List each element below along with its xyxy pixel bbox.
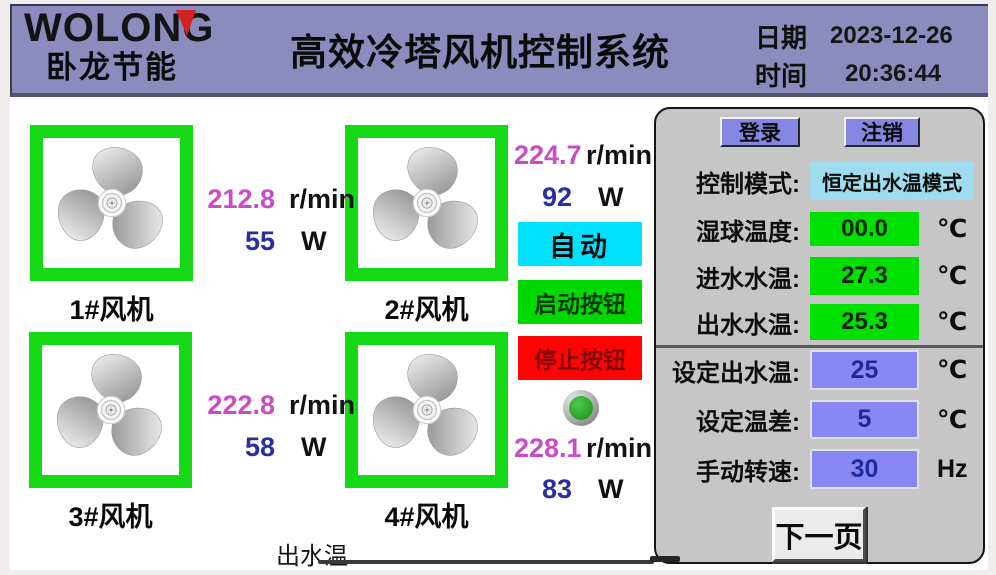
celsius-unit: ℃: [937, 308, 968, 336]
fan-4-image: [345, 332, 508, 488]
wet-bulb-temp-value: 00.0: [810, 212, 919, 246]
time-label: 时间: [755, 61, 808, 91]
logout-button[interactable]: 注销: [844, 117, 920, 147]
power-value: 58: [244, 432, 275, 462]
power-value: 55: [244, 226, 275, 256]
start-button[interactable]: 启动按钮: [518, 280, 642, 324]
hz-unit: Hz: [937, 454, 968, 483]
celsius-unit: ℃: [937, 405, 968, 434]
fan-1-speed: 212.8 r/min: [203, 184, 355, 215]
fan-blade-icon: [49, 143, 175, 263]
login-button[interactable]: 登录: [720, 117, 800, 147]
wet-bulb-temp-label: 湿球温度:: [696, 218, 800, 246]
fan-2-image: [345, 125, 508, 281]
fan-blade-icon: [364, 143, 490, 263]
speed-value: 228.1: [514, 433, 582, 463]
fan-blade-icon: [364, 350, 490, 470]
manual-speed-label: 手动转速:: [696, 458, 800, 486]
speed-value: 222.8: [207, 390, 275, 420]
power-value: 92: [541, 182, 572, 212]
fan-4-speed: 228.1 r/min: [514, 433, 652, 464]
inlet-water-temp-row: 进水水温: 27.3 ℃: [656, 257, 983, 295]
set-temp-diff-label: 设定温差:: [696, 409, 800, 436]
outlet-water-temp-row: 出水水温: 25.3 ℃: [656, 304, 983, 340]
fan-2-speed: 224.7 r/min: [514, 140, 652, 171]
speed-unit: r/min: [586, 140, 653, 170]
page-title: 高效冷塔风机控制系统: [290, 32, 670, 73]
run-indicator-lamp: [563, 390, 599, 426]
lamp-green-core: [569, 396, 593, 420]
outlet-partial-label: 出水温: [276, 543, 348, 570]
speed-value: 212.8: [207, 184, 275, 214]
celsius-unit: ℃: [937, 262, 968, 290]
logo-text: WOLONG: [24, 6, 215, 50]
fan-3-speed: 222.8 r/min: [203, 390, 355, 421]
settings-panel: 登录 注销 控制模式: 恒定出水温模式 湿球温度: 00.0 ℃ 进水水温: 2…: [654, 107, 985, 564]
fan-2-label: 2#风机: [384, 295, 469, 325]
speed-value: 224.7: [514, 140, 582, 170]
manual-speed-input[interactable]: 30: [810, 449, 919, 489]
time-value: 20:36:44: [845, 60, 942, 87]
set-outlet-temp-label: 设定出水温:: [672, 359, 800, 387]
manual-speed-row: 手动转速: 30 Hz: [656, 449, 983, 489]
set-temp-diff-row: 设定温差: 5 ℃: [656, 400, 983, 439]
speed-unit: r/min: [289, 184, 356, 214]
fan-3-power: 58 W: [203, 432, 327, 463]
logo-subtitle: 卧龙节能: [46, 50, 178, 85]
celsius-unit: ℃: [937, 356, 968, 384]
power-unit: W: [301, 226, 327, 256]
power-unit: W: [598, 182, 624, 212]
date-label: 日期: [755, 23, 808, 53]
set-outlet-temp-input[interactable]: 25: [810, 350, 919, 390]
fan-3-image: [29, 332, 192, 488]
outlet-water-temp-label: 出水水温:: [696, 311, 800, 339]
next-page-button[interactable]: 下一页: [772, 507, 866, 562]
fan-blade-icon: [48, 350, 174, 470]
fan-1-image: [30, 125, 193, 281]
control-mode-row: 控制模式: 恒定出水温模式: [656, 162, 983, 200]
underline-rule: [318, 560, 654, 564]
fan-4-label: 4#风机: [384, 502, 469, 532]
wet-bulb-temp-row: 湿球温度: 00.0 ℃: [656, 212, 983, 246]
fan-2-power: 92 W: [514, 182, 624, 213]
underline-rule-end: [650, 556, 680, 562]
control-mode-label: 控制模式:: [696, 170, 800, 198]
set-outlet-temp-row: 设定出水温: 25 ℃: [656, 350, 983, 390]
header-bar: WOLONG 卧龙节能 高效冷塔风机控制系统 日期 2023-12-26 时间 …: [10, 4, 988, 97]
wolong-logo: WOLONG 卧龙节能: [24, 6, 264, 96]
speed-unit: r/min: [586, 433, 653, 463]
auto-mode-button[interactable]: 自动: [518, 222, 642, 266]
panel-divider: [656, 345, 983, 348]
inlet-water-temp-label: 进水水温:: [696, 265, 800, 293]
hmi-screen: WOLONG 卧龙节能 高效冷塔风机控制系统 日期 2023-12-26 时间 …: [10, 4, 988, 570]
fan-4-power: 83 W: [514, 474, 624, 505]
celsius-unit: ℃: [937, 215, 968, 243]
fan-3-label: 3#风机: [68, 502, 153, 532]
outlet-water-temp-value: 25.3: [810, 304, 919, 340]
inlet-water-temp-value: 27.3: [810, 257, 919, 295]
stop-button[interactable]: 停止按钮: [518, 336, 642, 380]
control-mode-value[interactable]: 恒定出水温模式: [810, 162, 974, 200]
fan-1-label: 1#风机: [69, 295, 154, 325]
set-temp-diff-input[interactable]: 5: [810, 400, 919, 439]
date-value: 2023-12-26: [830, 22, 953, 49]
fan-1-power: 55 W: [203, 226, 327, 257]
power-unit: W: [301, 432, 327, 462]
power-unit: W: [598, 474, 624, 504]
power-value: 83: [541, 474, 572, 504]
speed-unit: r/min: [289, 390, 356, 420]
